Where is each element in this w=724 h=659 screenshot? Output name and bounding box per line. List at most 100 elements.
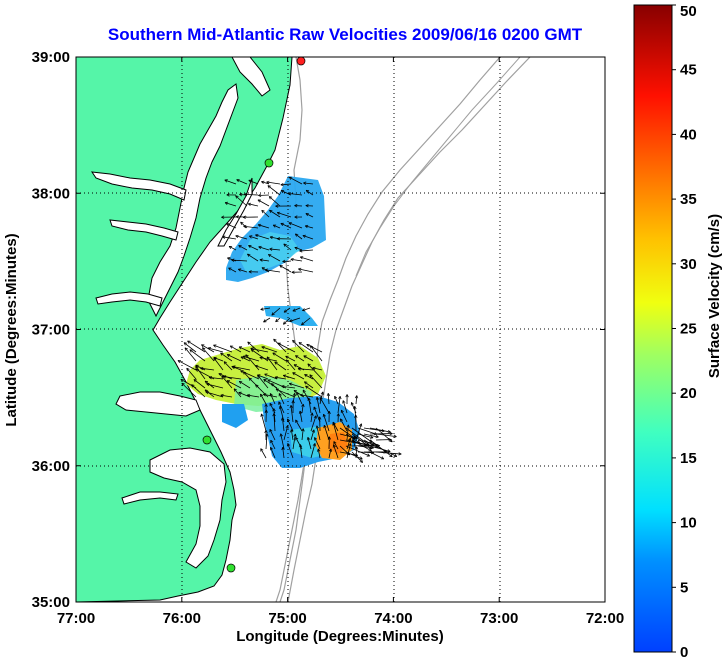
colorbar-tick-label: 35 xyxy=(680,191,697,208)
velocity-vector-head xyxy=(389,431,393,434)
velocity-vector xyxy=(345,451,363,460)
velocity-vector-head xyxy=(354,414,357,418)
x-tick-label: 72:00 xyxy=(586,610,624,627)
velocity-vector xyxy=(351,451,363,463)
velocity-vector-head xyxy=(213,344,216,348)
velocity-vector-head xyxy=(353,406,356,410)
velocity-vector-head xyxy=(348,437,351,441)
velocity-vector-head xyxy=(261,209,265,212)
velocity-vector-head xyxy=(307,397,310,401)
velocity-vector xyxy=(334,396,339,405)
velocity-vector xyxy=(232,366,251,371)
velocity-vector xyxy=(300,256,314,262)
velocity-vector-head xyxy=(204,380,207,384)
velocity-vector-head xyxy=(245,354,247,358)
velocity-vector xyxy=(273,338,287,353)
velocity-vector-head xyxy=(367,453,370,457)
velocity-vector xyxy=(269,429,276,441)
velocity-vector-head xyxy=(242,355,247,357)
velocity-vector-head xyxy=(240,221,242,225)
velocity-vector-head xyxy=(291,429,294,433)
velocity-vector-head xyxy=(312,443,316,446)
velocity-vector xyxy=(305,225,314,229)
velocity-vector-head xyxy=(285,355,288,359)
velocity-vector-head xyxy=(263,393,267,395)
velocity-vector-head xyxy=(200,367,204,371)
velocity-vector xyxy=(310,429,315,441)
velocity-vector xyxy=(305,213,314,218)
velocity-vector-head xyxy=(235,235,239,239)
velocity-vector xyxy=(310,345,323,362)
velocity-vector-head xyxy=(205,380,209,382)
velocity-vector-head xyxy=(287,443,291,446)
velocity-vector-head xyxy=(293,364,296,368)
velocity-vector xyxy=(213,344,233,353)
velocity-vector-head xyxy=(274,361,277,365)
velocity-vector xyxy=(260,393,267,405)
velocity-vector xyxy=(313,406,321,423)
velocity-vector-head xyxy=(231,259,235,262)
velocity-vector xyxy=(289,176,303,185)
velocity-vector xyxy=(287,443,294,459)
velocity-vector-head xyxy=(264,269,268,272)
velocity-vector xyxy=(238,268,248,273)
velocity-vector-head xyxy=(247,253,250,257)
velocity-vector-head xyxy=(354,446,358,450)
velocity-vector-head xyxy=(224,202,228,205)
velocity-vector xyxy=(266,181,281,185)
velocity-vector xyxy=(337,396,341,414)
velocity-vector-head xyxy=(278,401,282,404)
velocity-vector-head xyxy=(183,342,186,346)
map-title: Southern Mid-Atlantic Raw Velocities 200… xyxy=(108,25,583,44)
velocity-vector-head xyxy=(315,397,318,401)
velocity-vector-head xyxy=(275,205,279,208)
x-tick-label: 77:00 xyxy=(57,610,95,627)
velocity-vector xyxy=(283,317,291,325)
delaware-bay xyxy=(231,57,271,97)
velocity-vector xyxy=(323,414,330,432)
velocity-vector-head xyxy=(248,179,251,183)
velocity-vector-head xyxy=(181,382,185,385)
albemarle-sound xyxy=(115,391,201,417)
velocity-vector xyxy=(307,363,323,380)
velocity-vector-head xyxy=(338,413,340,417)
velocity-vector-head xyxy=(248,377,252,380)
velocity-vector-head xyxy=(207,347,211,351)
velocity-vector xyxy=(275,388,296,398)
velocity-vector xyxy=(305,385,323,398)
velocity-vector-head xyxy=(202,347,206,350)
velocity-vector xyxy=(231,259,248,262)
velocity-vector-head xyxy=(306,344,309,347)
velocity-vector xyxy=(204,389,215,398)
velocity-vector-head xyxy=(257,199,260,203)
velocity-vector-head xyxy=(231,366,235,369)
velocity-vector xyxy=(222,236,237,240)
velocity-vector-head xyxy=(304,225,308,229)
velocity-vector xyxy=(186,367,197,380)
velocity-vector-head xyxy=(345,394,348,398)
velocity-vector-head xyxy=(228,246,232,249)
velocity-vector xyxy=(351,433,373,450)
velocity-patch-delmarva-light xyxy=(240,232,300,272)
velocity-vector-head xyxy=(285,425,289,428)
velocity-vector-head xyxy=(376,443,380,446)
velocity-vector xyxy=(287,418,294,432)
velocity-vector-head xyxy=(333,444,336,448)
velocity-vector xyxy=(274,361,287,371)
velocity-vector-head xyxy=(283,243,286,247)
velocity-vector xyxy=(228,245,237,251)
velocity-vector-head xyxy=(307,363,311,366)
velocity-vector xyxy=(317,448,321,459)
y-tick-label: 36:00 xyxy=(32,458,70,475)
velocity-vector xyxy=(345,433,360,444)
velocity-vector xyxy=(247,253,259,262)
velocity-vector-head xyxy=(266,356,270,359)
velocity-vector xyxy=(355,395,358,405)
velocity-vector-head xyxy=(257,375,259,379)
velocity-vector xyxy=(263,317,271,323)
velocity-vector-head xyxy=(226,223,229,227)
velocity-vector xyxy=(269,209,281,218)
velocity-vector-head xyxy=(266,181,270,185)
pamlico-sound xyxy=(149,447,227,569)
velocity-vector-head xyxy=(295,233,299,235)
